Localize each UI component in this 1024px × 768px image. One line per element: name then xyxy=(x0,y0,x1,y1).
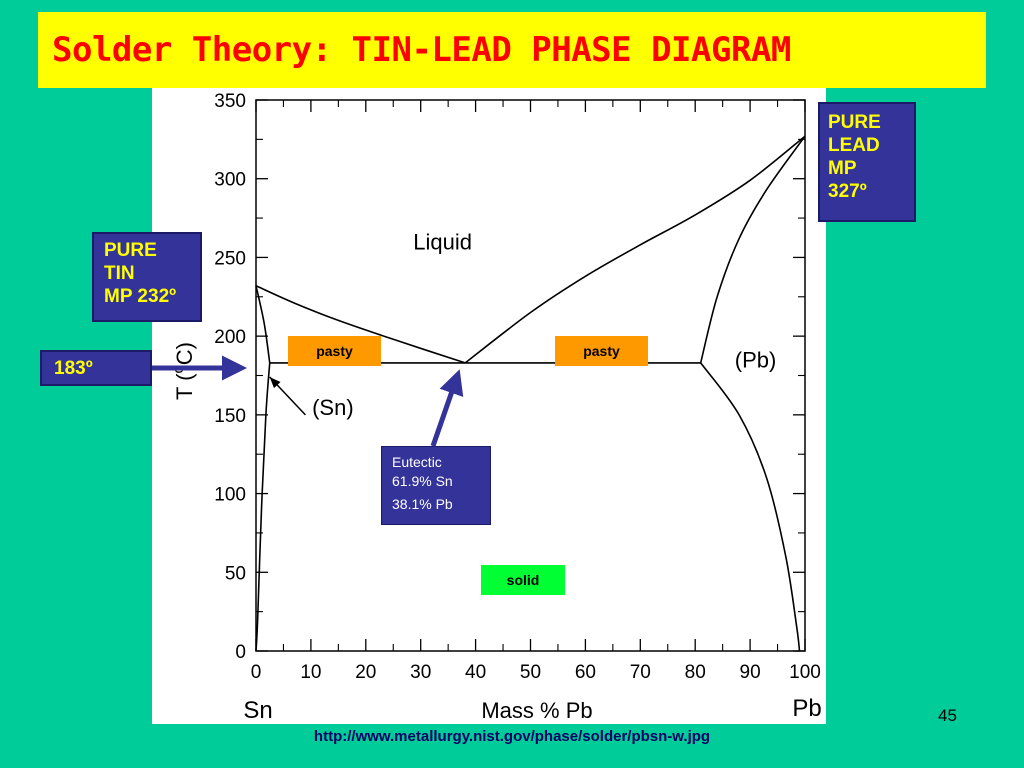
solvus-pb-curve xyxy=(700,362,801,652)
pasty-label-right: pasty xyxy=(555,336,648,366)
y-tick-label: 300 xyxy=(214,170,246,191)
x-tick-label: 30 xyxy=(410,662,431,683)
phase-diagram: 0 10 20 30 40 50 60 70 80 90 100 0 50 100 150 200 250 300… xyxy=(170,91,822,724)
y-tick-label: 0 xyxy=(235,642,246,663)
pure-tin-callout: PURE TIN MP 232º xyxy=(92,232,202,322)
eutectic-title: Eutectic xyxy=(392,454,442,470)
x-tick-label: 0 xyxy=(251,662,262,683)
x-axis-end-sn: Sn xyxy=(243,697,272,724)
liquidus-pb-curve xyxy=(464,135,806,364)
pasty-left-text: pasty xyxy=(316,343,353,359)
y-tick-label: 250 xyxy=(214,248,246,269)
liquidus-sn-curve xyxy=(255,285,466,364)
sn-pointer-arrowhead xyxy=(269,377,281,389)
pure-tin-line-2: TIN xyxy=(104,263,135,284)
eutectic-pb-percent: 38.1% Pb xyxy=(392,496,453,512)
region-label-liquid: Liquid xyxy=(413,230,472,255)
x-tick-label: 70 xyxy=(630,662,651,683)
pure-lead-callout: PURE LEAD MP 327º xyxy=(818,102,916,222)
y-axis-label-degree: o xyxy=(170,365,187,373)
y-tick-label: 350 xyxy=(214,91,246,112)
y-tick-label: 100 xyxy=(214,485,246,506)
pure-lead-line-3: MP xyxy=(828,158,857,179)
x-tick-label: 100 xyxy=(789,662,821,683)
svg-text:T (oC): T (oC) xyxy=(170,342,197,400)
pasty-label-left: pasty xyxy=(288,336,381,366)
pure-lead-line-2: LEAD xyxy=(828,135,880,156)
solid-text: solid xyxy=(506,572,540,588)
slide-title: Solder Theory: TIN-LEAD PHASE DIAGRAM xyxy=(52,30,791,70)
region-labels: Liquid (Pb) (Sn) xyxy=(312,230,776,420)
x-axis-end-pb: Pb xyxy=(792,695,821,722)
region-label-sn: (Sn) xyxy=(312,395,354,420)
pure-tin-line-3: MP 232º xyxy=(104,286,177,307)
y-tick-label: 150 xyxy=(214,406,246,427)
y-axis-label-unit: C) xyxy=(172,342,197,365)
solid-label: solid xyxy=(481,565,565,595)
eutectic-sn-percent: 61.9% Sn xyxy=(392,473,453,489)
solidus-pb-curve xyxy=(699,135,806,364)
solvus-sn-curve xyxy=(255,362,271,652)
y-axis-label: T (oC) xyxy=(170,342,197,400)
source-url[interactable]: http://www.metallurgy.nist.gov/phase/sol… xyxy=(313,728,711,745)
pure-tin-line-1: PURE xyxy=(104,240,157,261)
solidus-sn-curve xyxy=(255,285,271,364)
x-axis-label: Mass % Pb xyxy=(481,698,592,723)
pure-lead-line-1: PURE xyxy=(828,112,881,133)
x-tick-label: 60 xyxy=(575,662,596,683)
y-tick-label: 200 xyxy=(214,327,246,348)
y-axis-label-prefix: T ( xyxy=(172,373,197,400)
x-tick-label: 10 xyxy=(300,662,321,683)
x-tick-label: 50 xyxy=(520,662,541,683)
x-tick-label: 20 xyxy=(355,662,376,683)
region-label-pb: (Pb) xyxy=(735,348,777,373)
x-tick-label: 90 xyxy=(740,662,761,683)
pure-lead-line-4: 327º xyxy=(828,181,867,202)
phase-diagram-panel: 0 10 20 30 40 50 60 70 80 90 100 0 50 100 150 200 250 300… xyxy=(152,88,826,724)
x-tick-label: 40 xyxy=(465,662,486,683)
axis-ticks: 0 10 20 30 40 50 60 70 80 90 100 0 50 100 150 200 250 300… xyxy=(214,91,821,683)
y-tick-label: 50 xyxy=(225,563,246,584)
eutectic-temperature-text: 183º xyxy=(54,358,93,379)
eutectic-callout: Eutectic 61.9% Sn 38.1% Pb xyxy=(381,446,491,525)
pasty-right-text: pasty xyxy=(583,343,620,359)
x-tick-label: 80 xyxy=(685,662,706,683)
slide-number: 45 xyxy=(938,706,957,725)
title-bar: Solder Theory: TIN-LEAD PHASE DIAGRAM xyxy=(38,12,986,88)
eutectic-temperature-callout: 183º xyxy=(40,350,152,386)
